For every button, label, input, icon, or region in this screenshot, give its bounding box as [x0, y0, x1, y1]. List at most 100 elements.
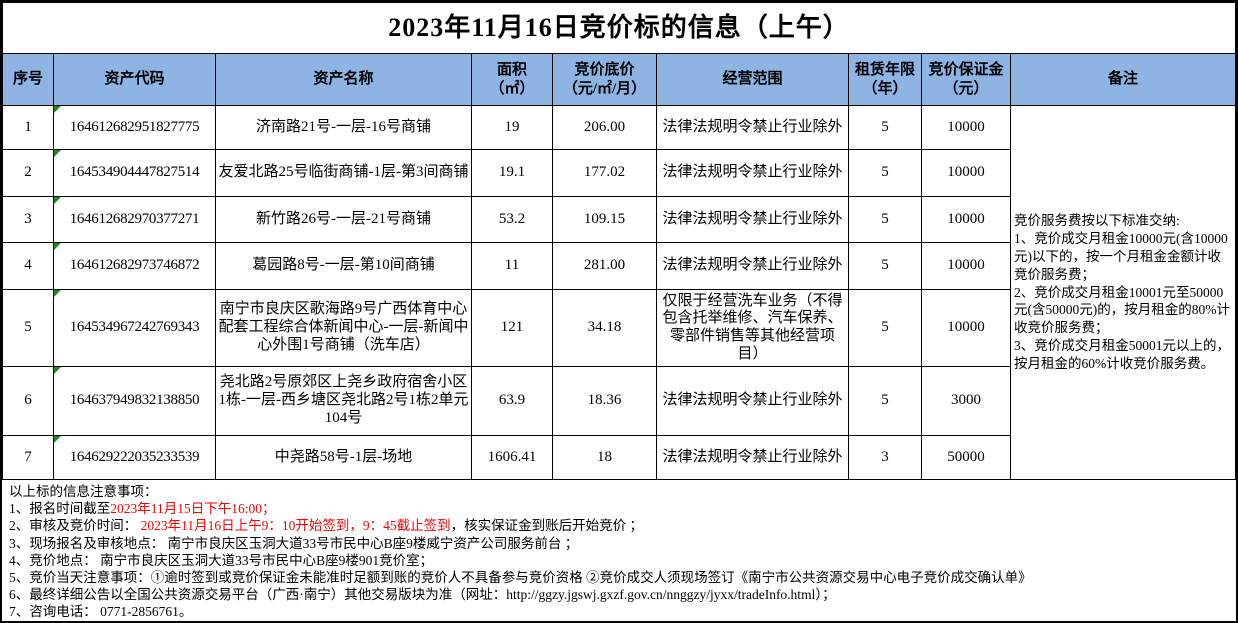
flag-triangle-icon [54, 197, 61, 204]
col-header-sublabel: （元） [943, 80, 989, 97]
asset-code: 164612682973746872 [69, 257, 200, 274]
asset-code-cell: 164629222035233539 [53, 435, 216, 480]
asset-name-cell: 南宁市良庆区歌海路9号广西体育中心配套工程综合体新闻中心-一层-新闻中心外围1号… [215, 289, 472, 367]
floor-price-cell: 18 [552, 435, 657, 480]
col-header-sublabel: （㎡） [489, 80, 535, 97]
seq-cell: 4 [2, 242, 54, 290]
seq-cell: 5 [2, 289, 54, 367]
flag-triangle-icon [54, 367, 61, 374]
area-cell: 19 [471, 105, 553, 150]
col-header-business-scope: 经营范围 [656, 53, 849, 106]
lease-years-cell: 5 [848, 149, 922, 197]
lease-years-cell: 5 [848, 105, 922, 150]
asset-code: 164637949832138850 [69, 392, 200, 409]
deposit-cell: 10000 [921, 242, 1011, 290]
seq-cell: 3 [2, 196, 54, 243]
note-line-1: 1、报名时间截至2023年11月15日下午16:00； [9, 500, 1230, 517]
note-text: 5、竞价当天注意事项：①逾时签到或竞价保证金未能准时足额到账的竞价人不具备参与竞… [9, 570, 1032, 586]
area-cell: 53.2 [471, 196, 553, 243]
col-header-label: 序号 [12, 71, 43, 88]
col-header-area: 面积 （㎡） [471, 53, 553, 106]
note-text: 7、咨询电话： 0771-2856761。 [9, 604, 193, 620]
seq-cell: 2 [2, 149, 54, 197]
col-header-deposit: 竞价保证金 （元） [921, 53, 1011, 106]
flag-triangle-icon [54, 436, 61, 443]
lease-years-cell: 5 [848, 366, 922, 436]
col-header-asset-code: 资产代码 [53, 53, 216, 106]
flag-triangle-icon [54, 150, 61, 157]
note-text: 3、现场报名及审核地点： 南宁市良庆区玉洞大道33号市民中心B座9楼威宁资产公司… [9, 535, 579, 551]
deposit-cell: 10000 [921, 196, 1011, 243]
table-row: 2 164534904447827514 友爱北路25号临街商铺-1层-第3间商… [2, 149, 1236, 197]
floor-price-cell: 206.00 [552, 105, 657, 150]
business-scope-cell: 法律法规明令禁止行业除外 [656, 242, 849, 290]
col-header-sublabel: （年） [862, 80, 908, 97]
note-text: 1、报名时间截至 [9, 501, 111, 517]
asset-code-cell: 164612682970377271 [53, 196, 216, 243]
seq-cell: 1 [2, 105, 54, 150]
business-scope-cell: 仅限于经营洗车业务（不得包含托举维修、汽车保养、零部件销售等其他经营项目） [656, 289, 849, 367]
deposit-cell: 10000 [921, 289, 1011, 367]
col-header-label: 竞价保证金 [928, 61, 1004, 78]
flag-triangle-icon [54, 243, 61, 250]
floor-price-cell: 109.15 [552, 196, 657, 243]
col-header-label: 租赁年限 [854, 61, 915, 78]
business-scope-cell: 法律法规明令禁止行业除外 [656, 196, 849, 243]
asset-code: 164612682970377271 [69, 210, 200, 227]
flag-triangle-icon [54, 106, 61, 113]
col-header-label: 竞价底价 [574, 61, 635, 78]
col-header-label: 经营范围 [722, 71, 783, 88]
note-text: 2、审核及竞价时间： [9, 518, 141, 534]
note-line-2: 2、审核及竞价时间： 2023年11月16日上午9：10开始签到，9：45截止签… [9, 517, 1230, 534]
floor-price-cell: 18.36 [552, 366, 657, 436]
table-row: 3 164612682970377271 新竹路26号-一层-21号商铺 53.… [2, 196, 1236, 243]
asset-code-cell: 164534904447827514 [53, 149, 216, 197]
title-row: 2023年11月16日竞价标的信息（上午） [2, 2, 1236, 54]
asset-name-cell: 友爱北路25号临街商铺-1层-第3间商铺 [215, 149, 472, 197]
asset-code-cell: 164612682951827775 [53, 105, 216, 150]
lease-years-cell: 5 [848, 289, 922, 367]
notes-heading: 以上标的信息注意事项： [9, 484, 158, 499]
asset-name-cell: 葛园路8号-一层-第10间商铺 [215, 242, 472, 290]
col-header-floor-price: 竞价底价 （元/㎡/月） [552, 53, 657, 106]
flag-triangle-icon [54, 290, 61, 297]
note-line-3: 3、现场报名及审核地点： 南宁市良庆区玉洞大道33号市民中心B座9楼威宁资产公司… [9, 535, 1230, 552]
asset-code: 164534904447827514 [69, 164, 200, 181]
page-title: 2023年11月16日竞价标的信息（上午） [2, 2, 1236, 54]
remark-cell: 竞价服务费按以下标准交纳: 1、竞价成交月租金10000元(含10000元)以下… [1010, 105, 1236, 480]
col-header-asset-name: 资产名称 [215, 53, 472, 106]
deposit-cell: 50000 [921, 435, 1011, 480]
floor-price-cell: 34.18 [552, 289, 657, 367]
col-header-sublabel: （元/㎡/月） [562, 80, 647, 97]
table-row: 7 164629222035233539 中尧路58号-1层-场地 1606.4… [2, 435, 1236, 480]
note-line-7: 7、咨询电话： 0771-2856761。 [9, 603, 1230, 620]
asset-name-cell: 新竹路26号-一层-21号商铺 [215, 196, 472, 243]
deposit-cell: 10000 [921, 105, 1011, 150]
area-cell: 11 [471, 242, 553, 290]
note-text: ，核实保证金到账后开始竞价 ； [450, 518, 643, 534]
asset-code: 164629222035233539 [69, 448, 200, 465]
business-scope-cell: 法律法规明令禁止行业除外 [656, 105, 849, 150]
col-header-seq: 序号 [2, 53, 54, 106]
area-cell: 1606.41 [471, 435, 553, 480]
asset-name-cell: 济南路21号-一层-16号商铺 [215, 105, 472, 150]
asset-name-cell: 尧北路2号原郊区上尧乡政府宿舍小区1栋-一层-西乡塘区尧北路2号1栋2单元104… [215, 366, 472, 436]
area-cell: 63.9 [471, 366, 553, 436]
header-row: 序号 资产代码 资产名称 面积 （㎡） 竞价底价 （元/㎡/月） 经营范围 租赁年限… [2, 53, 1236, 106]
area-cell: 19.1 [471, 149, 553, 197]
note-line-5: 5、竞价当天注意事项：①逾时签到或竞价保证金未能准时足额到账的竞价人不具备参与竞… [9, 569, 1230, 586]
lease-years-cell: 5 [848, 242, 922, 290]
lease-years-cell: 5 [848, 196, 922, 243]
note-line-6: 6、最终详细公告以全国公共资源交易平台（广西·南宁）其他交易版块为准（网址：ht… [9, 586, 1230, 603]
table-row: 6 164637949832138850 尧北路2号原郊区上尧乡政府宿舍小区1栋… [2, 366, 1236, 436]
floor-price-cell: 281.00 [552, 242, 657, 290]
business-scope-cell: 法律法规明令禁止行业除外 [656, 435, 849, 480]
note-text: 4、竞价地点： 南宁市良庆区玉洞大道33号市民中心B座9楼901竞价室； [9, 552, 434, 568]
asset-code: 164534967242769343 [69, 319, 200, 336]
col-header-label: 资产名称 [313, 71, 374, 88]
deposit-cell: 10000 [921, 149, 1011, 197]
note-highlight: 2023年11月16日上午9：10开始签到，9：45截止签到 [140, 518, 451, 534]
asset-name-cell: 中尧路58号-1层-场地 [215, 435, 472, 480]
auction-table: 2023年11月16日竞价标的信息（上午） 序号 资产代码 资产名称 面积 （㎡）… [2, 2, 1236, 480]
